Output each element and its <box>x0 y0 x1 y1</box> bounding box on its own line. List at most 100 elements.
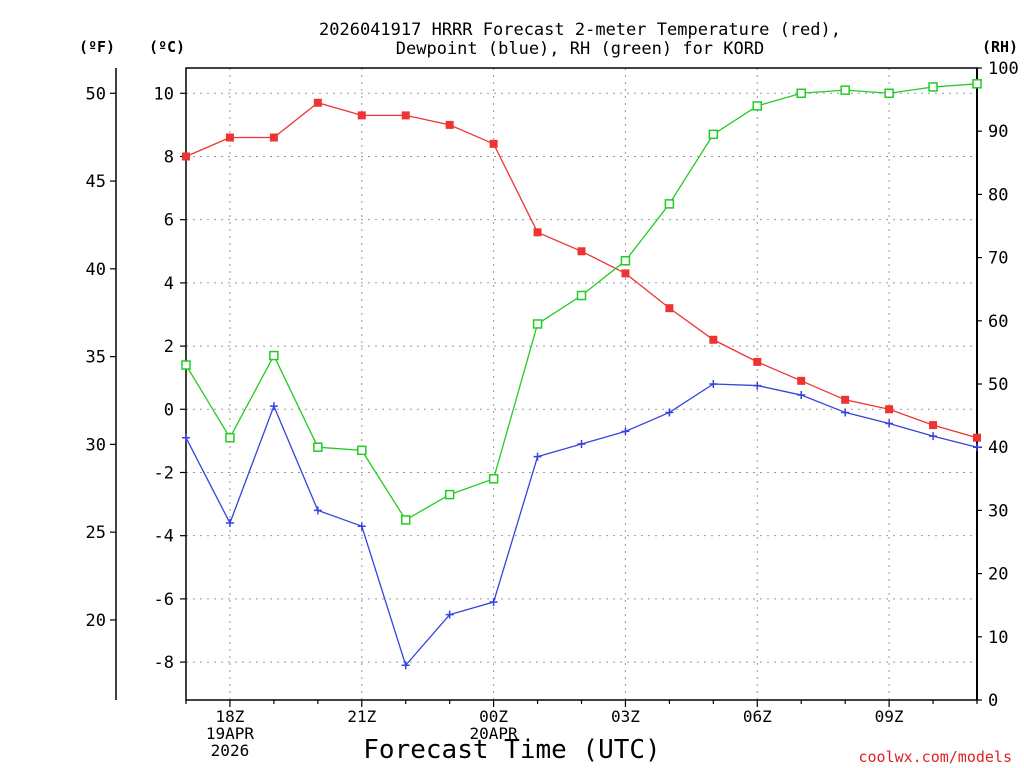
celsius-tick-labels: -8 -6 -4 -2 0 2 4 6 8 10 <box>154 84 174 673</box>
celsius-unit-label: (ºC) <box>149 38 185 56</box>
temperature-line <box>185 102 978 439</box>
dewpoint-point <box>313 506 322 515</box>
time-tick-label: 03Z <box>611 707 640 726</box>
dewpoint-point <box>401 661 410 670</box>
rh-point <box>576 290 587 301</box>
dewpoint-point <box>445 610 454 619</box>
celsius-tick-label: 10 <box>154 84 174 104</box>
fahrenheit-tick-label: 25 <box>86 523 106 543</box>
rh-point <box>884 88 894 99</box>
rh-point <box>444 489 455 500</box>
fahrenheit-tick-label: 35 <box>86 348 106 368</box>
rh-tick-label: 30 <box>988 501 1008 521</box>
celsius-tick-label: -4 <box>154 527 174 547</box>
temperature-point <box>313 98 322 107</box>
grid-lines <box>186 68 977 700</box>
time-tick-label: 2026 <box>211 741 250 760</box>
chart-title-line2: Dewpoint (blue), RH (green) for KORD <box>396 39 764 59</box>
fahrenheit-tick-label: 20 <box>86 611 106 631</box>
dewpoint-point <box>709 380 718 388</box>
dewpoint-point <box>929 432 938 441</box>
rh-unit-label: (RH) <box>982 38 1018 56</box>
dewpoint-point <box>577 440 586 449</box>
fahrenheit-tick-labels: 20 25 30 35 40 45 50 <box>86 84 106 631</box>
x-axis-label: Forecast Time (UTC) <box>363 735 660 765</box>
dewpoint-point <box>357 522 366 531</box>
temperature-point <box>841 395 850 404</box>
dewpoint-point <box>489 598 498 607</box>
rh-tick-label: 40 <box>988 438 1008 458</box>
rh-tick-label: 90 <box>988 122 1008 142</box>
rh-tick-labels: 0 10 20 30 40 50 60 70 80 90 100 <box>988 59 1019 711</box>
dewpoint-point <box>182 433 190 442</box>
rh-tick-label: 20 <box>988 565 1008 585</box>
temperature-point <box>885 405 894 414</box>
rh-point <box>357 445 367 456</box>
celsius-tick-label: 4 <box>164 274 174 294</box>
fahrenheit-tick-label: 45 <box>86 172 106 192</box>
chart-title-line1: 2026041917 HRRR Forecast 2-meter Tempera… <box>319 20 841 40</box>
fahrenheit-unit-label: (ºF) <box>79 38 115 56</box>
temperature-point <box>357 111 366 120</box>
time-tick-label: 20APR <box>470 724 519 743</box>
rh-tick-label: 70 <box>988 249 1008 269</box>
temperature-point <box>445 120 454 129</box>
time-tick-label: 19APR <box>206 724 255 743</box>
celsius-tick-label: 2 <box>164 337 174 357</box>
axis-ticks <box>110 67 982 707</box>
temperature-point <box>225 133 234 142</box>
temperature-point <box>401 111 410 120</box>
rh-point <box>313 442 323 452</box>
series-layer <box>181 79 982 670</box>
dewpoint-line <box>185 383 978 667</box>
dewpoint-point <box>973 443 981 452</box>
dewpoint-point <box>621 427 630 436</box>
plot-frame <box>185 67 978 701</box>
celsius-tick-label: 8 <box>164 147 174 167</box>
fahrenheit-tick-label: 40 <box>86 260 106 280</box>
rh-point <box>796 88 806 99</box>
time-tick-label: 18Z <box>215 707 244 726</box>
temperature-point <box>269 133 278 142</box>
rh-tick-label: 100 <box>988 59 1019 79</box>
temperature-point <box>577 247 586 256</box>
rh-point <box>269 350 279 361</box>
rh-tick-label: 10 <box>988 628 1008 648</box>
temperature-point <box>753 357 762 366</box>
dewpoint-point <box>533 452 542 461</box>
rh-point <box>488 474 499 484</box>
dewpoint-point <box>225 519 234 528</box>
temperature-point <box>665 304 674 313</box>
time-tick-label: 21Z <box>347 707 376 726</box>
dewpoint-point <box>665 408 674 417</box>
dewpoint-point <box>885 419 894 428</box>
temperature-point <box>182 152 190 161</box>
fahrenheit-tick-label: 30 <box>86 435 106 455</box>
rh-point <box>708 129 719 140</box>
rh-point <box>181 360 191 370</box>
rh-point <box>928 82 938 92</box>
rh-tick-label: 80 <box>988 185 1008 205</box>
temperature-point <box>973 433 981 442</box>
time-tick-label: 00Z <box>479 707 508 726</box>
time-tick-label: 09Z <box>875 707 904 726</box>
rh-point <box>840 85 850 95</box>
dewpoint-point <box>753 381 762 390</box>
dewpoint-point <box>797 391 806 400</box>
celsius-tick-label: -2 <box>154 463 174 483</box>
dewpoint-point <box>269 402 278 411</box>
rh-point <box>532 319 543 329</box>
rh-tick-label: 0 <box>988 691 998 711</box>
celsius-tick-label: -8 <box>154 653 174 673</box>
temperature-point <box>621 269 630 278</box>
celsius-tick-label: -6 <box>154 590 174 610</box>
time-tick-label: 06Z <box>743 707 772 726</box>
dewpoint-point <box>841 408 850 417</box>
rh-tick-label: 60 <box>988 312 1008 332</box>
temperature-point <box>797 376 806 385</box>
temperature-point <box>533 228 542 237</box>
temperature-point <box>489 139 498 148</box>
celsius-tick-label: 0 <box>164 400 174 420</box>
